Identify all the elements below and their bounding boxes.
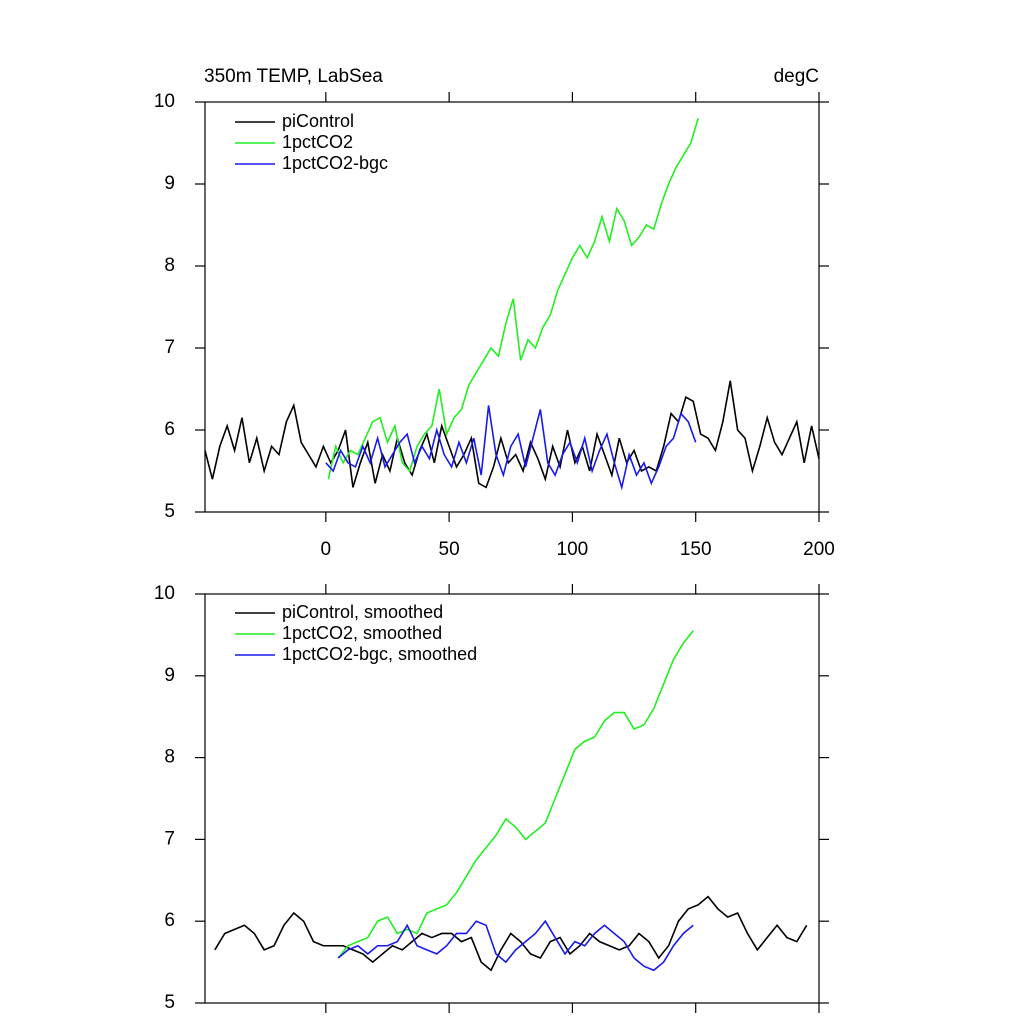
y-tick-label: 9 (164, 665, 175, 686)
series-line (204, 380, 820, 489)
y-tick-label: 10 (154, 91, 175, 112)
y-tick-label: 9 (164, 173, 175, 194)
y-tick-label: 8 (164, 747, 175, 768)
legend-label: 1pctCO2 (282, 132, 353, 152)
y-tick-label: 7 (164, 828, 175, 849)
x-tick-label: 150 (680, 539, 712, 560)
plot-frame (204, 593, 820, 1004)
series-line (327, 118, 699, 480)
y-tick-label: 6 (164, 910, 175, 931)
chart-title: 350m TEMP, LabSea (204, 66, 383, 87)
y-tick-label: 7 (164, 337, 175, 358)
x-tick-label: 100 (557, 539, 589, 560)
legend-label: 1pctCO2, smoothed (282, 623, 442, 643)
y-tick-label: 10 (154, 583, 175, 604)
series-line (325, 405, 697, 491)
legend-label: piControl (282, 111, 354, 131)
x-tick-label: 200 (803, 539, 835, 560)
series-line (214, 895, 808, 972)
legend-label: 1pctCO2-bgc, smoothed (282, 644, 477, 664)
y-tick-label: 8 (164, 255, 175, 276)
series-line (337, 919, 694, 972)
x-tick-label: 50 (439, 539, 460, 560)
series-line (337, 630, 694, 959)
plot-frame (204, 101, 820, 513)
units-label: degC (774, 66, 819, 87)
x-tick-label: 0 (321, 539, 332, 560)
legend-label: piControl, smoothed (282, 602, 443, 622)
y-tick-label: 5 (164, 992, 175, 1013)
legend-label: 1pctCO2-bgc (282, 153, 388, 173)
y-tick-label: 5 (164, 501, 175, 522)
y-tick-label: 6 (164, 419, 175, 440)
